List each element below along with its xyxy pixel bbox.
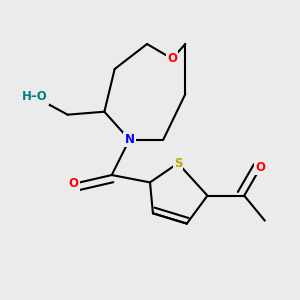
Text: S: S [174, 157, 182, 170]
Text: N: N [124, 133, 134, 146]
Text: O: O [167, 52, 177, 65]
Text: H–O: H–O [22, 91, 48, 103]
Text: O: O [255, 161, 266, 174]
Text: O: O [68, 177, 78, 190]
